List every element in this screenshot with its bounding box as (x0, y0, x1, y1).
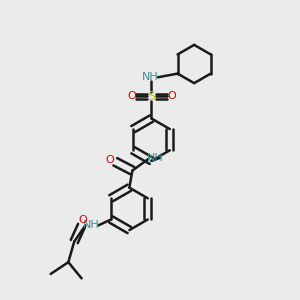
Text: NH: NH (142, 72, 158, 82)
Text: NH: NH (147, 153, 164, 163)
Text: NH: NH (83, 220, 100, 230)
Text: O: O (79, 215, 87, 225)
Text: O: O (106, 155, 114, 165)
Text: O: O (127, 92, 136, 101)
Text: O: O (167, 92, 176, 101)
Text: S: S (148, 90, 155, 103)
